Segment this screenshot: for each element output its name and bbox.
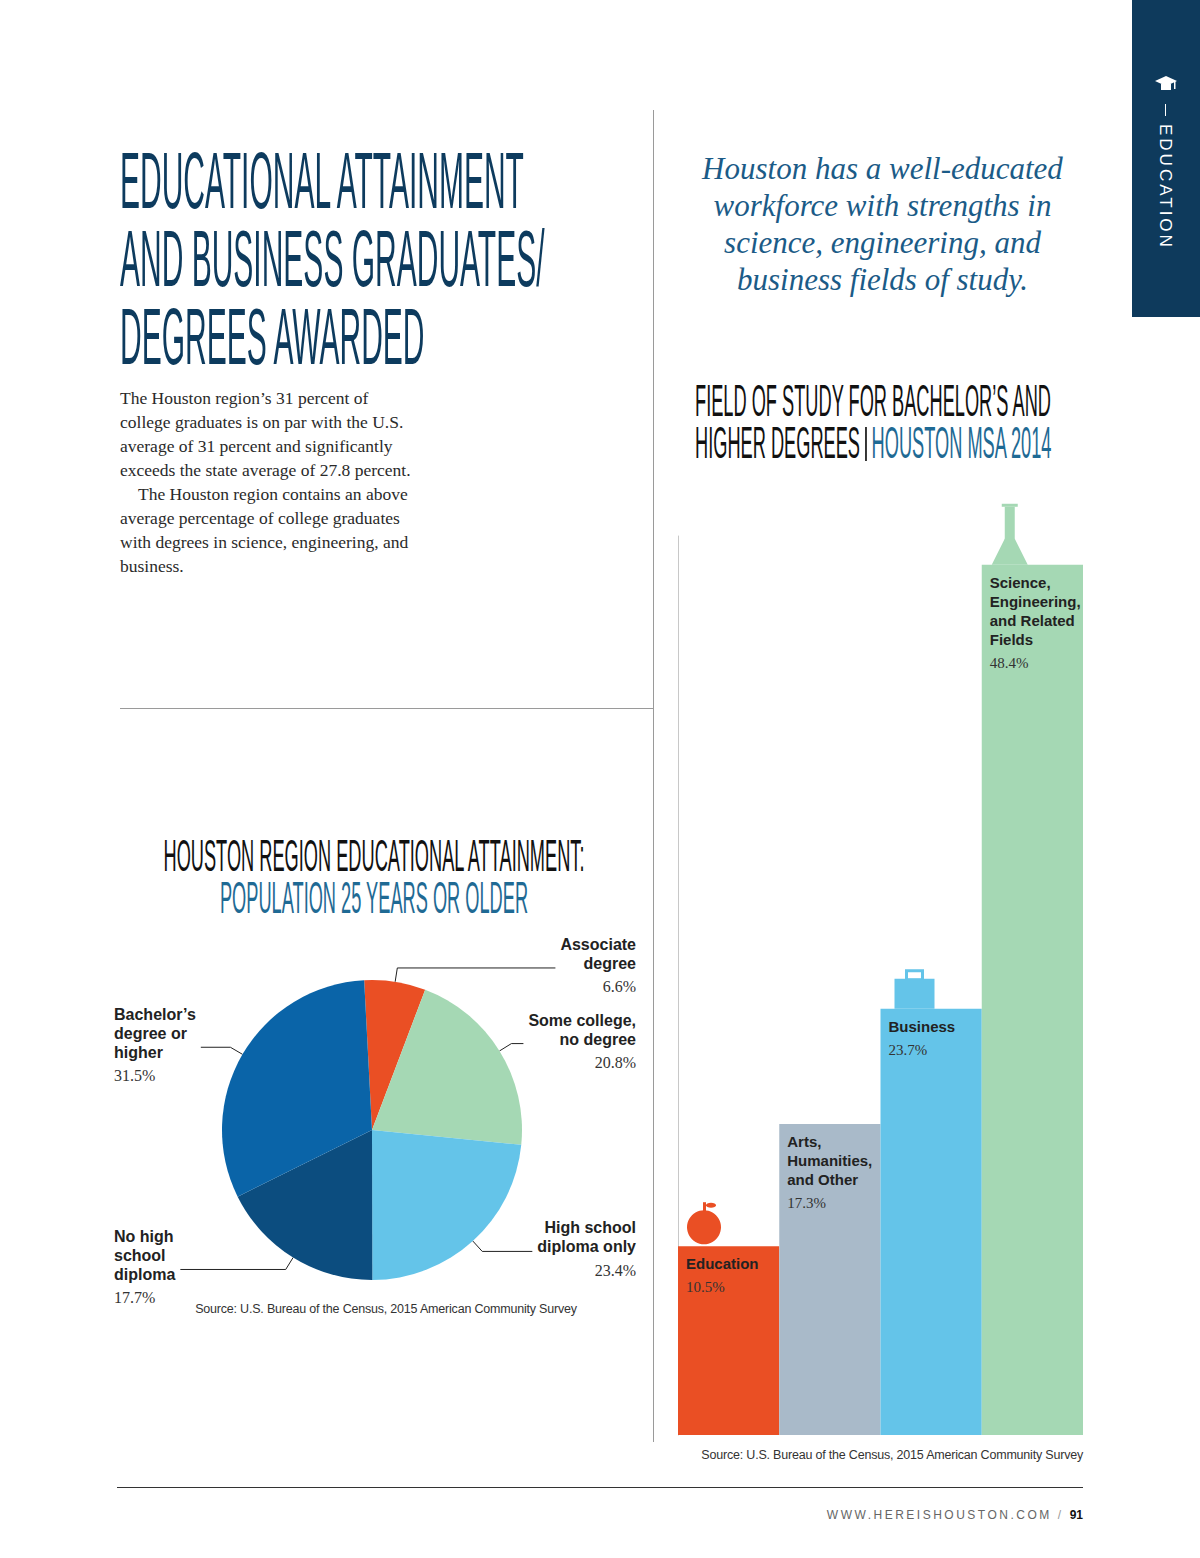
html-text:WWW.HEREISHOUSTON.COM: WWW.HEREISHOUSTON.COM [826,1508,1052,1522]
svg-text:17.7%: 17.7% [114,1289,155,1306]
html-text:FIELD OF STUDY FOR BACHELOR’S: FIELD OF STUDY FOR BACHELOR’S AND HIGHER… [695,376,1052,467]
svg-text:diploma only: diploma only [537,1238,636,1255]
svg-text:degree or: degree or [114,1025,187,1042]
html-text:EDUCATIONAL ATTAINMENT AND BUS: EDUCATIONAL ATTAINMENT AND BUSINESS GRAD… [120,136,545,381]
svg-text:Fields: Fields [990,631,1033,648]
svg-text:Engineering,: Engineering, [990,593,1081,610]
html-text:The Houston region contains an: The Houston region contains an above ave… [120,484,409,576]
svg-text:Business: Business [889,1018,956,1035]
html-text:91: 91 [1069,1508,1083,1522]
svg-text:10.5%: 10.5% [686,1279,725,1295]
html-text:Source: U.S. Bureau of the Cen: Source: U.S. Bureau of the Census, 2015 … [195,1302,577,1316]
svg-text:6.6%: 6.6% [603,978,636,995]
svg-text:31.5%: 31.5% [114,1067,155,1084]
html-text:The Houston region’s 31 percen: The Houston region’s 31 percent of colle… [120,388,411,480]
svg-text:higher: higher [114,1044,163,1061]
svg-text:23.7%: 23.7% [889,1042,928,1058]
svg-text:48.4%: 48.4% [990,655,1029,671]
svg-text:no degree: no degree [560,1031,637,1048]
svg-text:Associate: Associate [560,936,636,953]
html-text:Houston has a well-educated wo: Houston has a well-educated workforce wi… [702,151,1063,297]
svg-text:diploma: diploma [114,1266,175,1283]
svg-text:20.8%: 20.8% [595,1054,636,1071]
svg-text:17.3%: 17.3% [787,1195,826,1211]
svg-text:Science,: Science, [990,574,1051,591]
svg-text:and Related: and Related [990,612,1075,629]
svg-text:Education: Education [686,1255,759,1272]
svg-text:Bachelor’s: Bachelor’s [114,1006,196,1023]
html-text:EDUCATION: EDUCATION [1156,124,1175,250]
svg-text:23.4%: 23.4% [595,1262,636,1279]
svg-text:High school: High school [544,1219,636,1236]
svg-text:and Other: and Other [787,1171,858,1188]
html-text:POPULATION 25 YEARS OR OLDER: POPULATION 25 YEARS OR OLDER [220,873,528,922]
svg-text:Some college,: Some college, [528,1012,636,1029]
svg-text:Humanities,: Humanities, [787,1152,872,1169]
svg-text:school: school [114,1247,166,1264]
svg-text:No high: No high [114,1228,174,1245]
svg-text:Arts,: Arts, [787,1133,821,1150]
svg-text:degree: degree [584,955,637,972]
html-text:Source: U.S. Bureau of the Cen: Source: U.S. Bureau of the Census, 2015 … [701,1448,1083,1462]
html-text:HOUSTON REGION EDUCATIONAL ATT: HOUSTON REGION EDUCATIONAL ATTAINMENT: [163,831,585,880]
